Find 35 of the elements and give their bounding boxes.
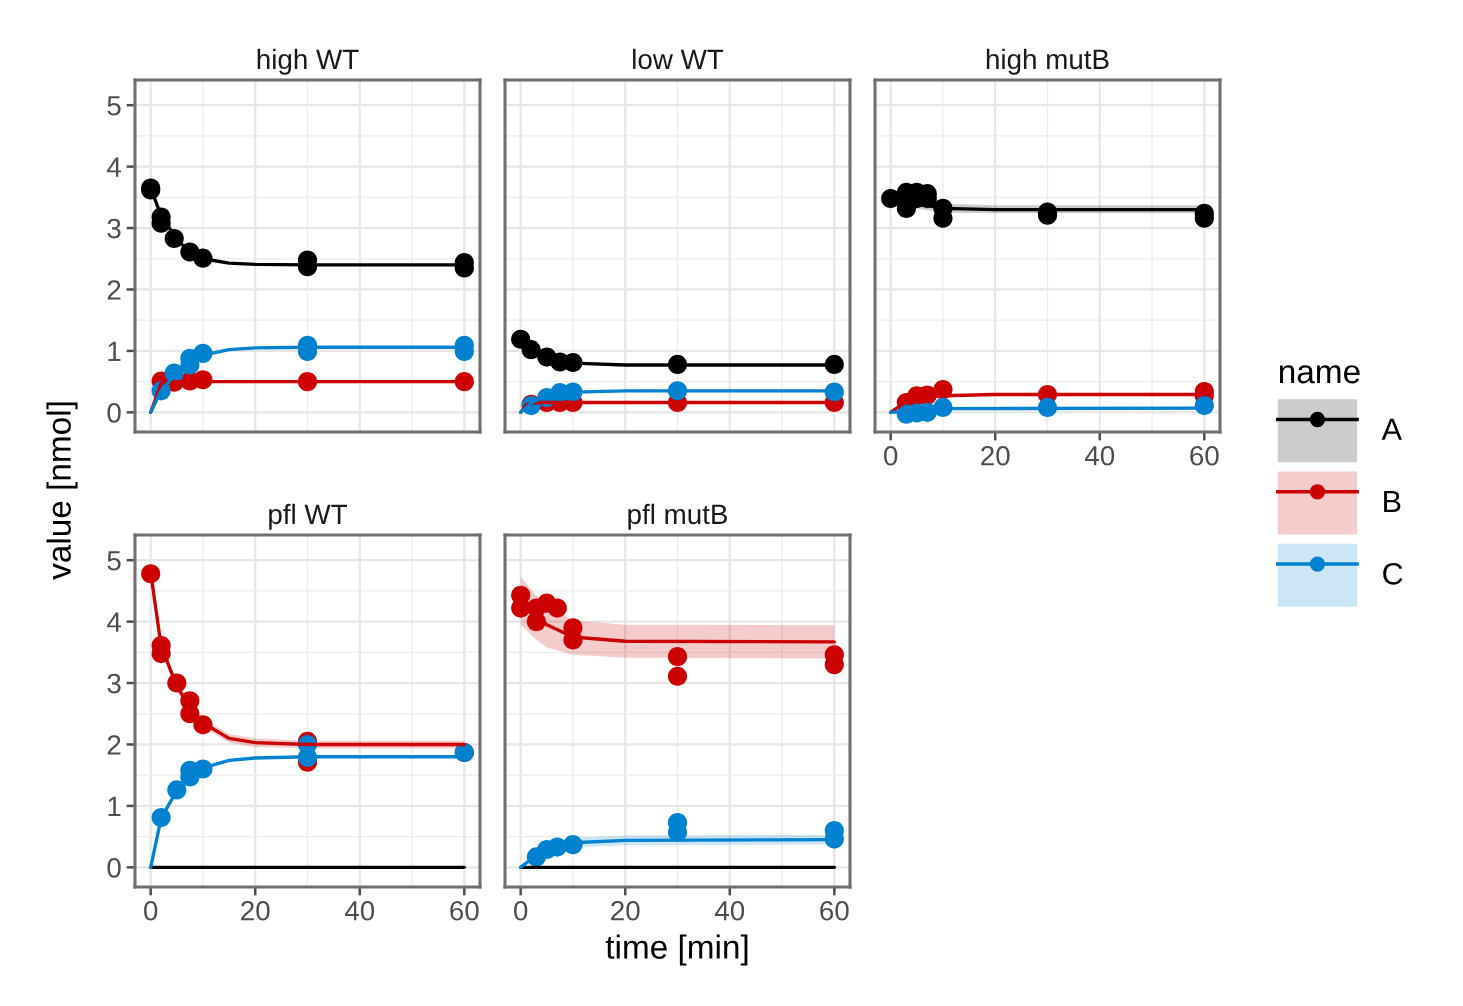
y-tick-label: 3 — [107, 218, 121, 239]
y-tick-label: 2 — [107, 280, 121, 300]
chart-title: high WT — [257, 48, 359, 75]
y-tick-label: 2 — [107, 735, 121, 755]
x-axis-title: time [min] — [605, 934, 748, 966]
chart-title: low WT — [633, 48, 724, 70]
legend-label: B — [1384, 491, 1401, 513]
x-tick-label: 0 — [144, 900, 158, 921]
x-tick-label: 0 — [884, 445, 898, 466]
y-tick-label: 5 — [107, 96, 121, 116]
legend-title: name — [1279, 365, 1360, 384]
y-tick-label: 1 — [108, 796, 121, 816]
x-tick-label: 60 — [1190, 445, 1219, 466]
y-tick-label: 0 — [107, 858, 121, 878]
chart-title: high mutB — [986, 48, 1109, 75]
chart-title: pfl mutB — [628, 503, 727, 530]
x-tick-label: 20 — [241, 900, 270, 921]
x-tick-label: 40 — [1084, 445, 1115, 466]
x-tick-label: 40 — [714, 900, 745, 921]
chart-title: pfl WT — [269, 503, 347, 530]
x-tick-label: 60 — [450, 900, 479, 921]
x-tick-label: 20 — [611, 900, 640, 921]
y-tick-label: 3 — [107, 673, 121, 694]
x-tick-label: 60 — [820, 900, 849, 921]
legend-label: A — [1381, 418, 1402, 440]
x-tick-label: 40 — [344, 900, 375, 921]
y-tick-label: 0 — [107, 403, 121, 423]
x-tick-label: 20 — [981, 445, 1010, 466]
x-tick-label: 0 — [514, 900, 528, 921]
y-tick-label: 4 — [107, 612, 121, 632]
legend-label: C — [1383, 563, 1403, 585]
y-tick-label: 4 — [107, 157, 121, 177]
y-axis-title: value [nmol] — [46, 402, 78, 580]
y-tick-label: 1 — [108, 341, 121, 361]
y-tick-label: 5 — [107, 551, 121, 571]
